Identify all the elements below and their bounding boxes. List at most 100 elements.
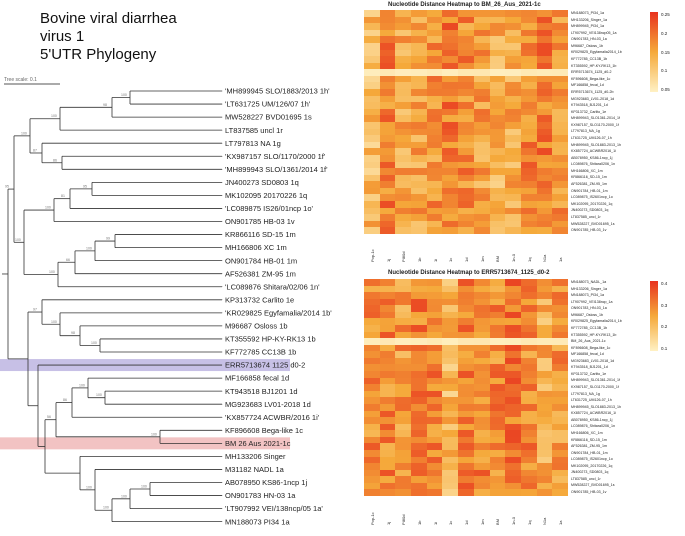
heatmap-cell: [426, 82, 443, 90]
heatmap-cell: [473, 161, 490, 169]
heatmap-cell: [536, 397, 553, 405]
heatmap-cell: [536, 469, 553, 477]
heatmap-cell: [458, 69, 475, 77]
heatmap-cell: [426, 148, 443, 156]
heatmap-cell: [426, 187, 443, 195]
heatmap-cell: [411, 482, 428, 490]
heatmap-cell: [426, 141, 443, 149]
heatmap-row-label: MH133206_Singer_1a: [571, 17, 607, 22]
heatmap-cell: [395, 36, 412, 44]
heatmap-cell: [520, 95, 537, 103]
heatmap-cell: [426, 201, 443, 208]
heatmap-cell: [505, 161, 522, 169]
heatmap-cell: [552, 207, 569, 215]
heatmap-cell: [489, 10, 506, 17]
heatmap-cell: [552, 10, 569, 17]
heatmap-cell: [473, 154, 490, 162]
heatmap-cell: [411, 36, 428, 44]
heatmap-cell: [458, 16, 475, 24]
heatmap-cell: [505, 220, 522, 228]
heatmap-cell: [520, 417, 537, 424]
heatmap-cell: [489, 128, 506, 136]
heatmap-cell: [458, 430, 475, 438]
heatmap-row-label: JN400273_SD0803_1q: [571, 470, 609, 475]
heatmap-cell: [364, 390, 380, 398]
heatmap-cell: [520, 390, 537, 398]
heatmap-cell: [552, 344, 569, 352]
heatmap-cell: [536, 325, 553, 332]
heatmap-cell: [411, 298, 428, 306]
heatmap-cell: [379, 214, 396, 222]
heatmap-cell: [364, 430, 380, 438]
heatmap-cell: [458, 194, 475, 202]
heatmap-cell: [552, 305, 569, 313]
heatmap-row-label: ERR5713674_1125_d0-2b: [571, 89, 614, 94]
leaf-label: ERR5713674 1125 d0-2: [225, 361, 305, 370]
heatmap-cell: [442, 423, 459, 431]
heatmap-row-label: MH899945_PI34_1a: [571, 24, 604, 29]
heatmap-col-label: 1i: [432, 521, 438, 525]
heatmap-cell: [411, 207, 428, 215]
heatmap-cell: [458, 476, 475, 484]
heatmap-cell: [395, 403, 412, 411]
heatmap-cell: [442, 115, 459, 123]
heatmap-cell: [411, 305, 428, 313]
heatmap-cell: [442, 56, 459, 63]
heatmap-cell: [489, 279, 506, 286]
heatmap-cell: [364, 108, 380, 116]
heatmap-cell: [552, 220, 569, 228]
heatmap-cell: [489, 436, 506, 444]
leaf-label: BM 26 Aus 2021-1c: [225, 439, 291, 448]
heatmap-cell: [520, 338, 537, 346]
heatmap-cell: [552, 194, 569, 202]
heatmap-cell: [364, 82, 380, 90]
heatmap-cell: [473, 423, 490, 431]
heatmap-cell: [364, 69, 380, 77]
leaf-label: MF166858 fecal 1d: [225, 374, 289, 383]
heatmap-col-label: 1j: [385, 258, 391, 262]
heatmap-cell: [442, 16, 459, 24]
heatmap-cell: [442, 325, 459, 332]
heatmap-cell: [395, 115, 412, 123]
heatmap-cell: [458, 62, 475, 70]
heatmap-cell: [395, 108, 412, 116]
heatmap-cell: [426, 220, 443, 228]
heatmap-cell: [411, 135, 428, 143]
heatmap-cell: [442, 69, 459, 77]
heatmap-cell: [473, 187, 490, 195]
heatmap-cell: [552, 148, 569, 156]
leaf-label: MW528227 BVD01695 1s: [225, 113, 312, 122]
heatmap-cell: [411, 214, 428, 222]
heatmap-cell: [552, 331, 569, 339]
heatmap-cell: [442, 482, 459, 490]
heatmap-cell: [442, 23, 459, 31]
heatmap-cell: [505, 102, 522, 110]
heatmap-cell: [552, 371, 569, 378]
heatmap-row-label: LT837585_uncl_1r: [571, 214, 601, 219]
heatmap-cell: [552, 311, 569, 319]
heatmap-cell: [473, 168, 490, 175]
heatmap-cell: [458, 115, 475, 123]
heatmap-cell: [536, 62, 553, 70]
heatmap-cell: [379, 135, 396, 143]
heatmap-cell: [489, 489, 506, 497]
heatmap-cell: [552, 463, 569, 470]
bootstrap-label: 56: [47, 415, 51, 419]
heatmap-cell: [442, 364, 459, 372]
heatmap-cell: [411, 351, 428, 359]
heatmap-row-label: LC089875_IS2601ncp_1o: [571, 457, 613, 462]
heatmap-cell: [364, 16, 380, 24]
heatmap-cell: [505, 135, 522, 143]
heatmap-cell: [473, 463, 490, 470]
heatmap-cell: [520, 423, 537, 431]
heatmap-cell: [364, 154, 380, 162]
bootstrap-label: 100: [91, 341, 97, 345]
heatmap-cell: [411, 436, 428, 444]
heatmap-cell: [426, 154, 443, 162]
heatmap-cell: [505, 82, 522, 90]
heatmap-cell: [426, 489, 443, 497]
heatmap-cell: [442, 469, 459, 477]
heatmap-cell: [536, 338, 553, 346]
heatmap-cell: [536, 36, 553, 44]
heatmap-cell: [379, 49, 396, 57]
